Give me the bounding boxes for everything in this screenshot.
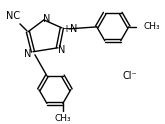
Text: Cl⁻: Cl⁻ xyxy=(122,71,137,81)
Text: NC: NC xyxy=(6,11,20,21)
Text: N: N xyxy=(58,45,66,55)
Text: CH₃: CH₃ xyxy=(55,114,71,123)
Text: N: N xyxy=(43,14,51,24)
Text: +N: +N xyxy=(62,24,78,34)
Text: CH₃: CH₃ xyxy=(144,22,160,31)
Text: N: N xyxy=(24,49,32,59)
